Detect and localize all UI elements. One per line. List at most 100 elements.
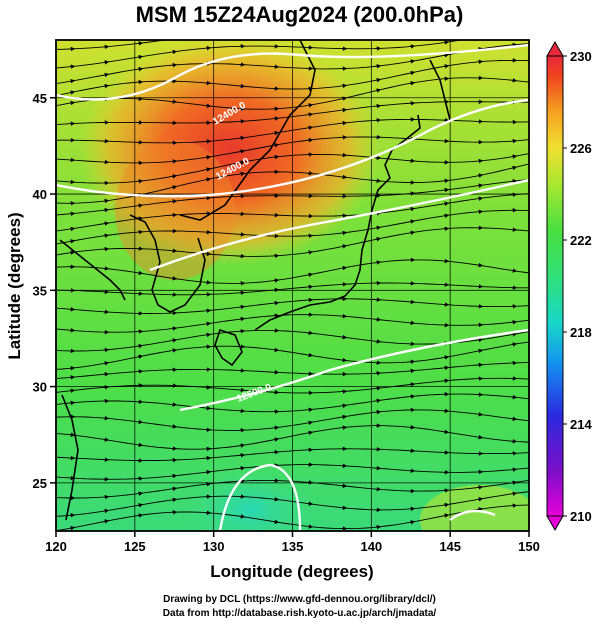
colorbar-max-arrow — [546, 40, 564, 57]
streamline — [56, 448, 529, 462]
colorbar-tick-label: 222 — [570, 233, 592, 248]
streamline — [56, 209, 529, 245]
contour-line — [179, 328, 529, 412]
coastlines — [59, 40, 451, 521]
streamline-arrow — [375, 237, 382, 242]
streamline-arrow — [341, 265, 348, 271]
streamline-arrow — [69, 78, 76, 84]
streamline — [56, 314, 529, 333]
streamline-arrow — [307, 272, 314, 278]
contour-line — [149, 178, 529, 272]
y-tick-label: 35 — [33, 283, 47, 298]
streamline — [56, 409, 529, 431]
streamline-arrow — [443, 64, 450, 69]
streamline-arrow — [409, 520, 416, 525]
x-tick-label: 140 — [360, 539, 382, 554]
streamline-arrow — [273, 142, 280, 148]
streamline — [56, 227, 529, 257]
colorbar-tick-label: 218 — [570, 325, 592, 340]
streamline-arrow — [511, 332, 518, 337]
colorbar-tick-label: 226 — [570, 141, 592, 156]
credit-data-source: Data from http://database.rish.kyoto-u.a… — [162, 608, 437, 619]
geopotential-contours — [56, 43, 529, 531]
streamline-arrow — [375, 225, 382, 231]
streamline-arrow — [69, 239, 76, 244]
streamline-arrow — [69, 525, 76, 531]
streamline — [56, 101, 529, 126]
streamline-arrow — [171, 185, 178, 190]
y-tick-label: 45 — [33, 91, 47, 106]
colorbar-tick-label: 230 — [570, 49, 592, 64]
x-tick-label: 125 — [124, 539, 146, 554]
map-title: MSM 15Z24Aug2024 (200.0hPa) — [135, 2, 464, 27]
x-tick-label: 150 — [518, 539, 540, 554]
x-tick-label: 120 — [45, 539, 67, 554]
streamline — [56, 136, 529, 164]
colorbar-min-arrow — [546, 515, 564, 532]
streamline — [56, 377, 529, 394]
coastline-korea — [129, 214, 206, 313]
streamline — [56, 491, 529, 517]
streamline-arrow — [171, 174, 178, 179]
streamline — [56, 282, 529, 296]
coastline-sakhalin — [429, 59, 451, 121]
streamline — [56, 464, 529, 480]
streamline-arrow — [205, 177, 212, 182]
x-tick-label: 130 — [203, 539, 225, 554]
streamline-arrow — [341, 96, 348, 101]
y-tick-label: 25 — [33, 476, 47, 491]
streamline-arrow — [137, 503, 144, 508]
streamline — [56, 40, 169, 50]
contour-line — [218, 463, 302, 531]
streamline-arrow — [443, 355, 450, 360]
colorbar-scale — [546, 55, 564, 517]
streamline-arrow — [477, 348, 484, 354]
streamline-arrow — [341, 244, 348, 249]
streamline — [56, 362, 529, 380]
coastline-kyushu — [214, 328, 243, 367]
streamline-arrow — [511, 165, 518, 171]
colorbar-tick-label: 214 — [570, 417, 592, 432]
streamline-arrow — [103, 519, 110, 524]
streamline-arrow — [409, 219, 416, 224]
streamline-arrow — [409, 70, 416, 76]
streamline-arrow — [103, 72, 110, 78]
streamline — [56, 43, 529, 85]
streamline — [56, 298, 529, 314]
contour-line — [56, 43, 529, 101]
y-axis-label: Latitude (degrees) — [5, 212, 24, 359]
streamline-arrow — [477, 497, 484, 502]
streamline — [56, 40, 465, 69]
streamline-arrow — [307, 420, 314, 425]
streamline — [56, 163, 529, 204]
y-axis: 25 30 35 40 45 — [33, 91, 56, 491]
coastline-asia — [59, 40, 316, 301]
streamline-arrow — [511, 154, 518, 159]
streamline-arrow — [409, 81, 416, 86]
streamline — [56, 425, 529, 450]
streamline — [56, 393, 529, 413]
streamline-arrow — [103, 361, 110, 366]
colorbar: 210 214 218 222 226 230 — [546, 40, 592, 532]
streamline-arrow — [137, 354, 144, 359]
x-tick-label: 145 — [439, 539, 461, 554]
streamline — [56, 341, 529, 370]
contour-line — [449, 509, 496, 521]
streamline — [56, 153, 529, 184]
streamline-arrow — [375, 88, 382, 93]
streamline — [56, 59, 529, 97]
x-axis: 120 125 130 135 140 145 150 — [45, 531, 540, 554]
streamline-arrow — [443, 513, 450, 518]
x-tick-label: 135 — [282, 539, 304, 554]
streamline-arrow — [69, 90, 76, 95]
colorbar-tick-label: 210 — [570, 509, 592, 524]
streamline — [56, 179, 529, 216]
y-tick-label: 40 — [33, 187, 47, 202]
streamline-arrow — [375, 77, 382, 83]
streamline — [56, 77, 529, 110]
streamline-arrow — [409, 59, 416, 64]
streamline-arrow — [239, 160, 246, 165]
streamline-arrow — [273, 437, 280, 442]
contour-line — [56, 98, 529, 198]
streamline — [56, 504, 529, 531]
